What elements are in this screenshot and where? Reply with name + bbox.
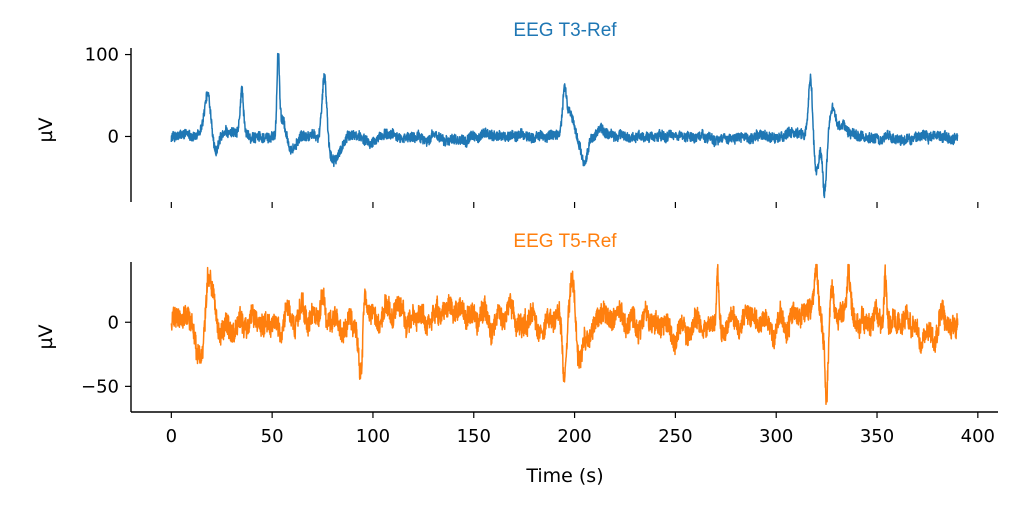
series-line-t5 [170,263,959,406]
y-tick-label-0-1: 100 [85,45,119,66]
y-axis-label-t3: µV [35,117,57,142]
y-tick-label-1-1: 0 [108,312,119,333]
series-line-t3 [170,52,959,199]
x-tick-label-1: 50 [261,426,284,447]
chart-title-t3: EEG T3-Ref [513,20,617,41]
x-tick-label-5: 250 [658,426,692,447]
panel-eeg-t3: EEG T3-Ref µV 0 100 [35,20,979,208]
y-tick-label-0-0: 0 [108,126,119,147]
y-axis-label-t5: µV [35,324,57,349]
y-tick-label-1-0: −50 [81,376,119,397]
x-tick-label-2: 100 [356,426,390,447]
x-axis-label: Time (s) [525,465,603,487]
x-tick-label-4: 200 [557,426,591,447]
x-tick-label-6: 300 [759,426,793,447]
x-tick-label-3: 150 [457,426,491,447]
x-tick-label-8: 400 [961,426,995,447]
chart-title-t5: EEG T5-Ref [513,231,617,252]
x-tick-label-7: 350 [860,426,894,447]
x-tick-label-0: 0 [166,426,177,447]
panel-eeg-t5: EEG T5-Ref µV Time (s) −50 0 0 50 100 150 200… [35,231,998,487]
